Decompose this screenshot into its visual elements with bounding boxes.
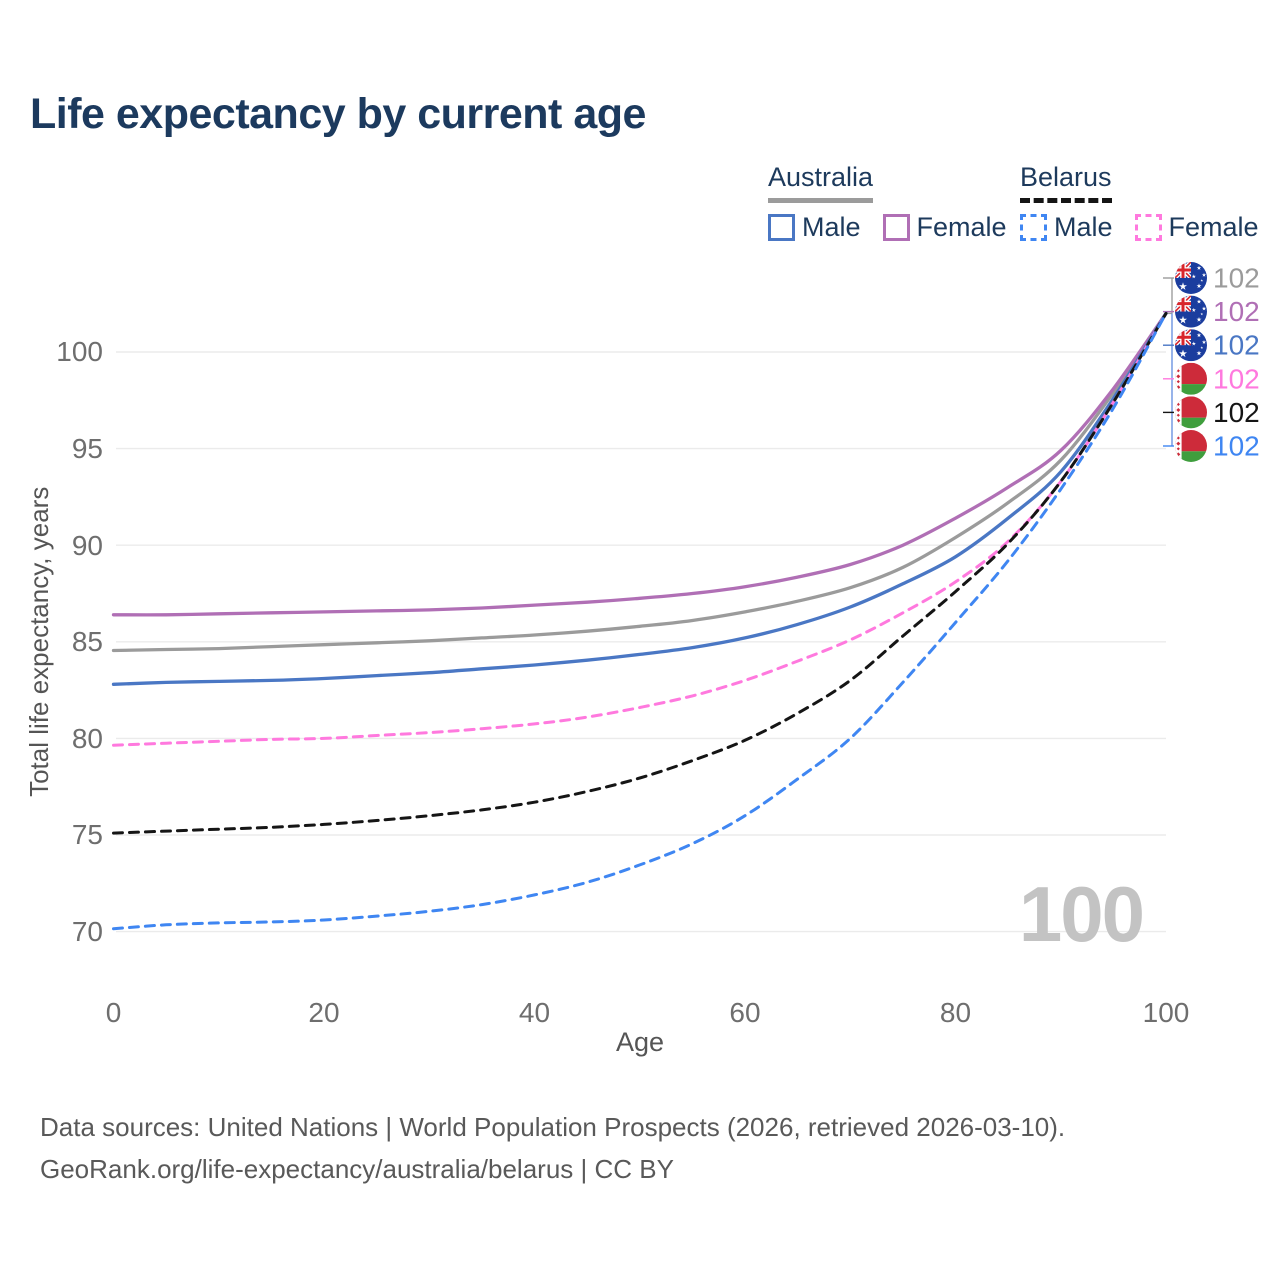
y-tick-70: 70	[72, 916, 103, 947]
legend-swatch-australia-female[interactable]	[882, 214, 910, 241]
series-line-belarus-male[interactable]	[112, 311, 1168, 931]
legend-label-belarus-female[interactable]: Female	[1168, 212, 1259, 242]
y-tick-95: 95	[72, 433, 103, 464]
legend-swatch-belarus-male[interactable]	[1020, 214, 1047, 241]
series-line-australia-male[interactable]	[111, 311, 1168, 686]
series-line-australia-female[interactable]	[111, 311, 1168, 617]
legend-swatch-belarus-female[interactable]	[1134, 214, 1162, 241]
legend-label-belarus-male[interactable]: Male	[1054, 212, 1113, 242]
y-tick-80: 80	[72, 723, 103, 754]
belarus-flag-icon	[1175, 363, 1207, 395]
belarus-flag-icon	[1175, 396, 1207, 428]
y-axis-ticks: 70 75 80 85 90 95 100	[56, 336, 103, 947]
legend-label-australia-male[interactable]: Male	[802, 212, 861, 242]
series-lines	[111, 311, 1168, 931]
end-label-australia-female: 102	[1213, 296, 1260, 327]
current-age-watermark: 100	[1019, 870, 1143, 958]
legend-country-australia[interactable]: Australia	[768, 162, 874, 203]
series-line-belarus-total[interactable]	[112, 311, 1168, 835]
x-tick-40: 40	[519, 997, 550, 1028]
end-value-labels: 102 102 102 102 102 102	[1213, 263, 1260, 462]
australia-flag-icon	[1175, 262, 1207, 294]
x-axis-title: Age	[616, 1027, 664, 1057]
x-axis-ticks: 0 20 40 60 80 100	[106, 997, 1190, 1028]
belarus-flag-icon	[1175, 430, 1207, 462]
page-title: Life expectancy by current age	[30, 90, 646, 138]
y-tick-100: 100	[56, 336, 103, 367]
y-tick-90: 90	[72, 530, 103, 561]
legend-swatch-australia-male[interactable]	[768, 214, 795, 241]
australia-flag-icon	[1175, 329, 1207, 361]
x-tick-0: 0	[106, 997, 122, 1028]
end-label-australia-total: 102	[1213, 263, 1260, 294]
legend-group-belarus: Belarus Male Female	[1020, 162, 1280, 243]
end-label-flags	[1175, 262, 1207, 462]
end-label-belarus-female: 102	[1213, 363, 1260, 394]
end-label-belarus-total: 102	[1213, 397, 1260, 428]
x-tick-60: 60	[729, 997, 760, 1028]
legend-group-australia: Australia Male Female	[768, 162, 1029, 243]
series-line-belarus-female[interactable]	[112, 311, 1168, 747]
end-label-connectors	[1163, 277, 1174, 447]
australia-flag-icon	[1175, 296, 1207, 328]
data-sources-line: Data sources: United Nations | World Pop…	[40, 1112, 1066, 1142]
footer: Data sources: United Nations | World Pop…	[40, 1106, 1065, 1190]
x-tick-100: 100	[1143, 997, 1190, 1028]
x-tick-80: 80	[940, 997, 971, 1028]
legend-label-australia-female[interactable]: Female	[916, 212, 1007, 242]
end-label-belarus-male: 102	[1213, 431, 1260, 462]
end-label-australia-male: 102	[1213, 330, 1260, 361]
legend-country-belarus[interactable]: Belarus	[1020, 162, 1112, 203]
y-axis-title: Total life expectancy, years	[24, 487, 54, 797]
y-tick-85: 85	[72, 626, 103, 657]
gridlines	[116, 351, 1166, 933]
legend-items-belarus: Male Female	[1020, 212, 1280, 243]
y-tick-75: 75	[72, 819, 103, 850]
x-tick-20: 20	[308, 997, 339, 1028]
attribution-line: GeoRank.org/life-expectancy/australia/be…	[40, 1154, 674, 1184]
legend-items-australia: Male Female	[768, 212, 1029, 243]
series-line-australia-total[interactable]	[111, 311, 1168, 653]
